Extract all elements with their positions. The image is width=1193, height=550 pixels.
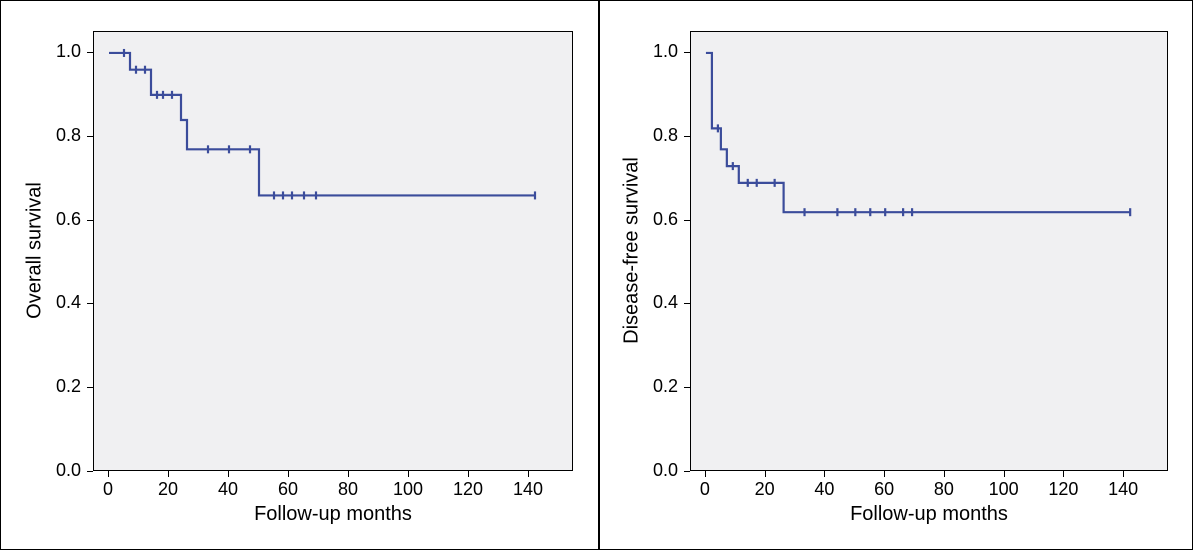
xtick-label: 20 bbox=[745, 479, 785, 500]
km-curve-svg bbox=[691, 32, 1169, 472]
xtick-mark bbox=[408, 471, 409, 477]
ytick-label: 0.0 bbox=[638, 460, 678, 481]
xtick-label: 80 bbox=[924, 479, 964, 500]
xtick-mark bbox=[944, 471, 945, 477]
xtick-label: 120 bbox=[1043, 479, 1083, 500]
xtick-label: 20 bbox=[148, 479, 188, 500]
xtick-mark bbox=[765, 471, 766, 477]
xtick-label: 60 bbox=[268, 479, 308, 500]
ytick-label: 0.6 bbox=[638, 209, 678, 230]
xtick-label: 100 bbox=[388, 479, 428, 500]
ytick-label: 0.2 bbox=[638, 376, 678, 397]
xtick-label: 0 bbox=[88, 479, 128, 500]
ytick-label: 1.0 bbox=[638, 41, 678, 62]
xtick-label: 0 bbox=[685, 479, 725, 500]
xtick-mark bbox=[168, 471, 169, 477]
xtick-mark bbox=[884, 471, 885, 477]
xtick-mark bbox=[528, 471, 529, 477]
xtick-mark bbox=[1123, 471, 1124, 477]
ytick-label: 0.8 bbox=[41, 125, 81, 146]
xtick-mark bbox=[288, 471, 289, 477]
ytick-mark bbox=[87, 387, 93, 388]
ytick-label: 0.4 bbox=[638, 292, 678, 313]
km-step-line bbox=[706, 53, 1130, 212]
ytick-mark bbox=[87, 303, 93, 304]
xtick-label: 140 bbox=[1103, 479, 1143, 500]
xtick-label: 40 bbox=[208, 479, 248, 500]
ytick-label: 0.8 bbox=[638, 125, 678, 146]
ytick-mark bbox=[684, 52, 690, 53]
xtick-mark bbox=[228, 471, 229, 477]
plot-area bbox=[690, 31, 1168, 471]
ytick-mark bbox=[684, 136, 690, 137]
xtick-mark bbox=[108, 471, 109, 477]
y-axis-label: Overall survival bbox=[24, 151, 47, 351]
xtick-mark bbox=[705, 471, 706, 477]
y-axis-label: Disease-free survival bbox=[621, 151, 644, 351]
ytick-mark bbox=[87, 52, 93, 53]
ytick-mark bbox=[684, 220, 690, 221]
panel-disease-free-survival: 0.0 0.2 0.4 0.6 0.8 1.0 0 20 40 60 80 100 120 140 Dise… bbox=[599, 0, 1193, 550]
panel-overall-survival: 0.0 0.2 0.4 0.6 0.8 1.0 0 20 40 60 80 100 120 140 Over… bbox=[0, 0, 599, 550]
xtick-mark bbox=[348, 471, 349, 477]
x-axis-label: Follow-up months bbox=[829, 503, 1029, 526]
xtick-mark bbox=[1004, 471, 1005, 477]
km-curve-svg bbox=[94, 32, 574, 472]
ytick-label: 0.0 bbox=[41, 460, 81, 481]
ytick-label: 0.4 bbox=[41, 292, 81, 313]
plot-area bbox=[93, 31, 573, 471]
xtick-label: 140 bbox=[508, 479, 548, 500]
x-axis-label: Follow-up months bbox=[233, 503, 433, 526]
xtick-label: 60 bbox=[864, 479, 904, 500]
xtick-label: 120 bbox=[448, 479, 488, 500]
ytick-mark bbox=[87, 220, 93, 221]
ytick-label: 0.2 bbox=[41, 376, 81, 397]
ytick-mark bbox=[87, 136, 93, 137]
xtick-mark bbox=[824, 471, 825, 477]
xtick-mark bbox=[468, 471, 469, 477]
ytick-mark bbox=[87, 471, 93, 472]
xtick-label: 100 bbox=[984, 479, 1024, 500]
xtick-label: 80 bbox=[328, 479, 368, 500]
ytick-label: 0.6 bbox=[41, 209, 81, 230]
figure-container: 0.0 0.2 0.4 0.6 0.8 1.0 0 20 40 60 80 100 120 140 Over… bbox=[0, 0, 1193, 550]
ytick-mark bbox=[684, 387, 690, 388]
xtick-mark bbox=[1063, 471, 1064, 477]
xtick-label: 40 bbox=[804, 479, 844, 500]
ytick-mark bbox=[684, 303, 690, 304]
km-step-line bbox=[109, 53, 535, 195]
ytick-label: 1.0 bbox=[41, 41, 81, 62]
ytick-mark bbox=[684, 471, 690, 472]
